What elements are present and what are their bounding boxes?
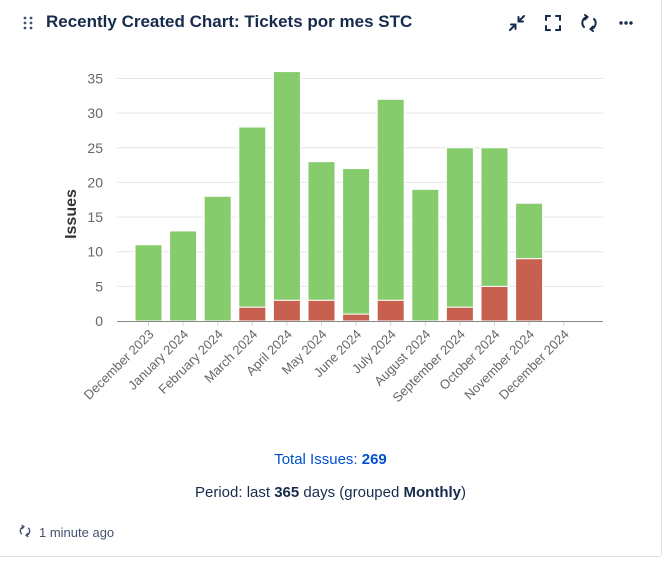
y-tick-label: 0: [95, 313, 103, 329]
y-tick-label: 20: [87, 174, 103, 190]
y-tick-label: 5: [95, 278, 103, 294]
period-days: 365: [274, 484, 300, 501]
y-tick-label: 15: [87, 209, 103, 225]
gadget-title: Recently Created Chart: Tickets por mes …: [46, 12, 413, 31]
bar-segment-green[interactable]: [169, 230, 198, 322]
total-issues[interactable]: Total Issues: 269: [0, 451, 661, 468]
bar-segment-green[interactable]: [515, 202, 544, 260]
bar-segment-green[interactable]: [307, 161, 336, 301]
last-updated: 1 minute ago: [18, 524, 114, 541]
fullscreen-icon[interactable]: [541, 11, 565, 35]
bar-segment-red[interactable]: [445, 306, 474, 322]
bar-segment-red[interactable]: [376, 299, 405, 322]
period-suffix: ): [461, 484, 466, 501]
chart-area: 0 5 10 15 20 25 30 35 December 2023 January 2024 F…: [0, 50, 661, 450]
bar-segment-green[interactable]: [411, 188, 440, 322]
y-tick-label: 25: [87, 140, 103, 156]
bar-segment-red[interactable]: [272, 299, 301, 322]
bar-segment-green[interactable]: [480, 147, 509, 287]
chart-gadget: Recently Created Chart: Tickets por mes …: [0, 0, 662, 557]
y-tick-label: 30: [87, 105, 103, 121]
total-issues-value: 269: [361, 451, 387, 468]
bar-segment-green[interactable]: [342, 168, 371, 315]
y-axis-label: Issues: [63, 189, 80, 239]
bar-segment-red[interactable]: [238, 306, 267, 322]
refresh-small-icon[interactable]: [18, 524, 32, 541]
bar-segment-red[interactable]: [515, 258, 544, 322]
period-middle: days (grouped: [303, 484, 400, 501]
more-icon[interactable]: [614, 11, 638, 35]
bar-segment-red[interactable]: [480, 285, 509, 322]
y-tick-label: 35: [87, 71, 103, 87]
gadget-header: Recently Created Chart: Tickets por mes …: [0, 0, 661, 46]
bar-segment-red[interactable]: [342, 313, 371, 322]
bar-segment-green[interactable]: [238, 126, 267, 308]
period-group: Monthly: [403, 484, 462, 501]
bar-segment-green[interactable]: [376, 98, 405, 301]
bar-segment-green[interactable]: [134, 244, 163, 322]
drag-handle-icon[interactable]: [23, 15, 33, 31]
bar-segment-green[interactable]: [203, 195, 232, 322]
period-prefix: Period: last: [195, 484, 271, 501]
bar-segment-red[interactable]: [307, 299, 336, 322]
period-summary: Period: last 365 days (grouped Monthly): [0, 484, 661, 501]
bar-segment-green[interactable]: [445, 147, 474, 308]
bar-segment-green[interactable]: [272, 71, 301, 301]
updated-text: 1 minute ago: [39, 525, 115, 540]
refresh-icon[interactable]: [577, 11, 601, 35]
y-tick-label: 10: [87, 244, 103, 260]
minimize-icon[interactable]: [505, 11, 529, 35]
total-issues-label: Total Issues:: [274, 451, 358, 468]
